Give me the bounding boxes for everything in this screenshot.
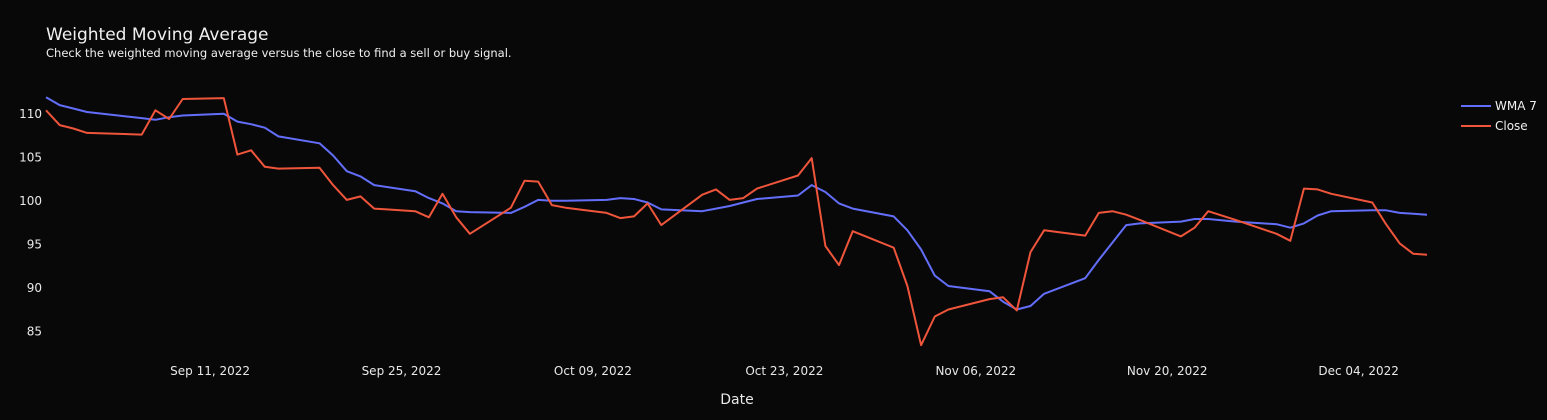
- y-tick-label: 105: [19, 150, 42, 164]
- x-axis-ticks: Sep 11, 2022 Sep 25, 2022 Oct 09, 2022 Oct …: [170, 364, 1399, 378]
- legend-item-close[interactable]: Close: [1461, 119, 1528, 133]
- legend-label: WMA 7: [1495, 99, 1537, 113]
- chart-subtitle: Check the weighted moving average versus…: [46, 46, 512, 60]
- chart-title: Weighted Moving Average: [46, 25, 269, 45]
- y-tick-label: 85: [27, 324, 42, 338]
- x-tick-label: Nov 06, 2022: [935, 364, 1016, 378]
- x-tick-label: Nov 20, 2022: [1127, 364, 1208, 378]
- legend-item-wma-7[interactable]: WMA 7: [1461, 99, 1537, 113]
- y-tick-label: 100: [19, 194, 42, 208]
- plot-area[interactable]: [45, 96, 1428, 347]
- x-tick-label: Sep 25, 2022: [362, 364, 442, 378]
- legend[interactable]: WMA 7 Close: [1461, 99, 1537, 133]
- legend-label: Close: [1495, 119, 1528, 133]
- x-axis-title: Date: [720, 392, 753, 408]
- x-tick-label: Oct 09, 2022: [554, 364, 632, 378]
- y-tick-label: 90: [27, 281, 42, 295]
- x-tick-label: Sep 11, 2022: [170, 364, 250, 378]
- y-tick-label: 95: [27, 237, 42, 251]
- series-line-close[interactable]: [45, 97, 1428, 347]
- series-line-wma-7[interactable]: [45, 96, 1428, 311]
- y-tick-label: 110: [19, 107, 42, 121]
- x-tick-label: Oct 23, 2022: [745, 364, 823, 378]
- y-axis-ticks: 85 90 95 100 105 110: [19, 107, 42, 339]
- x-tick-label: Dec 04, 2022: [1318, 364, 1398, 378]
